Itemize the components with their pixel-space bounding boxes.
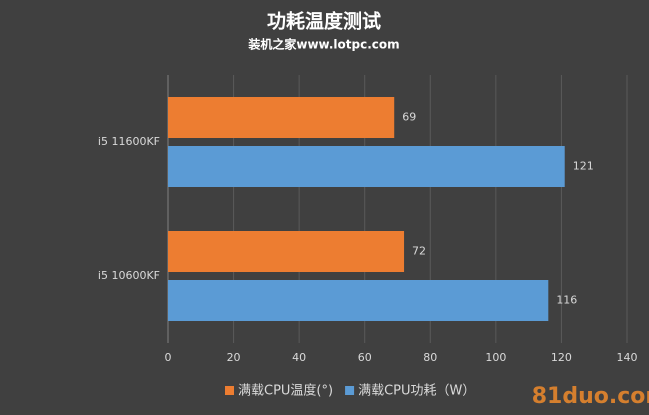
value-label: 116 [556,294,577,307]
chart-title: 功耗温度测试 [267,10,381,33]
x-tick-label: 140 [617,351,638,364]
bar [168,97,395,138]
y-tick-label: i5 11600KF [98,135,160,148]
bar [168,280,549,321]
legend-swatch [225,386,234,395]
x-tick-label: 100 [485,351,506,364]
value-label: 121 [573,160,594,173]
x-tick-label: 20 [227,351,241,364]
x-tick-label: 80 [423,351,437,364]
x-tick-label: 40 [292,351,306,364]
bar [168,146,565,187]
x-tick-label: 120 [551,351,572,364]
legend-label: 满载CPU功耗（W） [358,384,475,399]
value-label: 69 [402,111,416,124]
x-tick-label: 0 [165,351,172,364]
watermark: 81duo.com [532,384,649,409]
value-label: 72 [412,245,426,258]
y-tick-label: i5 10600KF [98,269,160,282]
legend-label: 满载CPU温度(°) [238,383,333,399]
legend-swatch [345,386,355,395]
x-tick-label: 60 [358,351,372,364]
bar [168,231,405,272]
chart-subtitle: 装机之家www.lotpc.com [247,37,399,52]
